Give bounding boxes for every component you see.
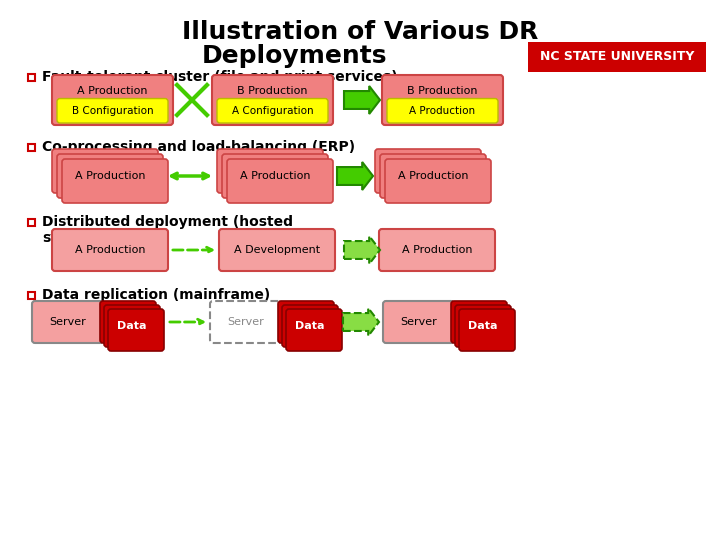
FancyBboxPatch shape [222, 154, 328, 198]
FancyBboxPatch shape [375, 149, 481, 193]
Bar [28, 219, 35, 226]
Text: Deployments: Deployments [202, 44, 388, 68]
FancyBboxPatch shape [217, 149, 323, 193]
Text: A Production: A Production [77, 86, 148, 96]
Bar [28, 292, 35, 299]
Bar [28, 73, 35, 80]
Text: A Production: A Production [397, 171, 468, 181]
FancyBboxPatch shape [100, 301, 156, 343]
FancyBboxPatch shape [227, 159, 333, 203]
Text: Server: Server [400, 317, 437, 327]
Text: B Production: B Production [238, 86, 307, 96]
Text: Data: Data [117, 321, 147, 331]
Text: A Production: A Production [240, 171, 310, 181]
Text: Server: Server [49, 317, 86, 327]
Text: A Production: A Production [410, 105, 476, 116]
FancyBboxPatch shape [451, 301, 507, 343]
FancyBboxPatch shape [104, 305, 160, 347]
FancyBboxPatch shape [459, 309, 515, 351]
Text: Data: Data [295, 321, 325, 331]
FancyBboxPatch shape [57, 98, 168, 123]
FancyBboxPatch shape [219, 229, 335, 271]
FancyBboxPatch shape [52, 229, 168, 271]
FancyBboxPatch shape [52, 75, 173, 125]
Text: NC STATE UNIVERSITY: NC STATE UNIVERSITY [540, 51, 694, 64]
Bar [28, 144, 35, 151]
Text: Illustration of Various DR: Illustration of Various DR [182, 20, 538, 44]
Polygon shape [344, 86, 380, 114]
Text: Server: Server [227, 317, 264, 327]
Text: systems): systems) [42, 231, 112, 245]
FancyBboxPatch shape [32, 301, 103, 343]
FancyBboxPatch shape [217, 98, 328, 123]
FancyBboxPatch shape [212, 75, 333, 125]
Polygon shape [337, 162, 373, 190]
FancyBboxPatch shape [108, 309, 164, 351]
FancyBboxPatch shape [383, 301, 454, 343]
FancyBboxPatch shape [387, 98, 498, 123]
FancyBboxPatch shape [52, 149, 158, 193]
Polygon shape [343, 308, 379, 336]
FancyBboxPatch shape [385, 159, 491, 203]
Text: A Production: A Production [75, 171, 145, 181]
FancyBboxPatch shape [455, 305, 511, 347]
FancyBboxPatch shape [57, 154, 163, 198]
Text: A Production: A Production [402, 245, 472, 255]
Text: Co-processing and load-balancing (ERP): Co-processing and load-balancing (ERP) [42, 140, 355, 154]
Text: Data replication (mainframe): Data replication (mainframe) [42, 288, 270, 302]
FancyBboxPatch shape [379, 229, 495, 271]
Text: Data: Data [468, 321, 498, 331]
FancyBboxPatch shape [210, 301, 281, 343]
FancyBboxPatch shape [282, 305, 338, 347]
Text: A Configuration: A Configuration [232, 105, 313, 116]
FancyBboxPatch shape [278, 301, 334, 343]
Text: B Production: B Production [408, 86, 478, 96]
Text: A Production: A Production [75, 245, 145, 255]
FancyBboxPatch shape [380, 154, 486, 198]
Text: B Configuration: B Configuration [72, 105, 153, 116]
Text: Fault-tolerant cluster (file and print services): Fault-tolerant cluster (file and print s… [42, 70, 397, 84]
FancyBboxPatch shape [62, 159, 168, 203]
Bar [528, 42, 706, 72]
FancyBboxPatch shape [382, 75, 503, 125]
Polygon shape [344, 236, 380, 264]
Text: A Development: A Development [234, 245, 320, 255]
FancyBboxPatch shape [286, 309, 342, 351]
Text: Distributed deployment (hosted: Distributed deployment (hosted [42, 215, 293, 229]
